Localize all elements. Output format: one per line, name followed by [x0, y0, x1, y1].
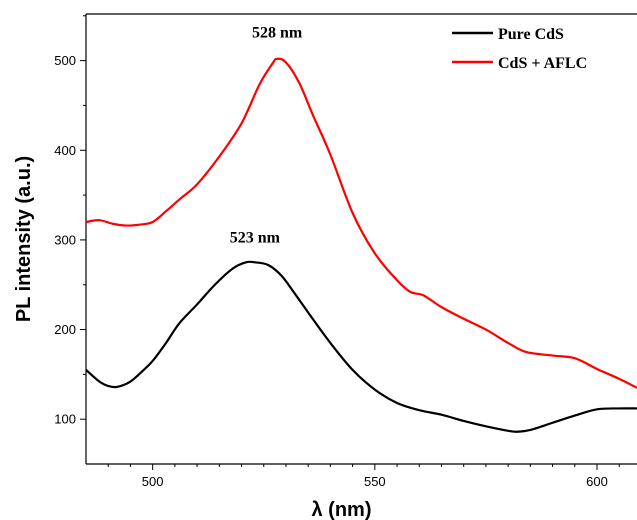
- y-axis: 100 200 300 400 500: [54, 15, 86, 427]
- annotations: 528 nm 523 nm: [230, 24, 303, 246]
- peak-label: 523 nm: [230, 230, 281, 247]
- y-tick-label: 400: [54, 143, 76, 158]
- x-axis-title: λ (nm): [312, 499, 372, 520]
- x-axis: 500 550 600: [107, 464, 620, 489]
- series-line-pure-cds: [86, 260, 637, 433]
- y-tick-label: 200: [54, 322, 76, 337]
- y-axis-title: PL intensity (a.u.): [13, 156, 35, 322]
- plot-frame: [85, 13, 637, 465]
- peak-label: 528 nm: [252, 24, 303, 41]
- legend: Pure CdS CdS + AFLC: [452, 26, 587, 72]
- y-tick-label: 300: [54, 232, 76, 247]
- y-tick-label: 500: [54, 53, 76, 68]
- x-tick-label: 550: [364, 474, 386, 489]
- series-layer: [86, 57, 637, 433]
- series-line-cds-aflc: [86, 57, 637, 389]
- y-tick-label: 100: [54, 412, 76, 427]
- legend-label: Pure CdS: [498, 26, 564, 43]
- x-tick-label: 600: [586, 474, 608, 489]
- legend-label: CdS + AFLC: [498, 55, 587, 72]
- x-tick-label: 500: [142, 474, 164, 489]
